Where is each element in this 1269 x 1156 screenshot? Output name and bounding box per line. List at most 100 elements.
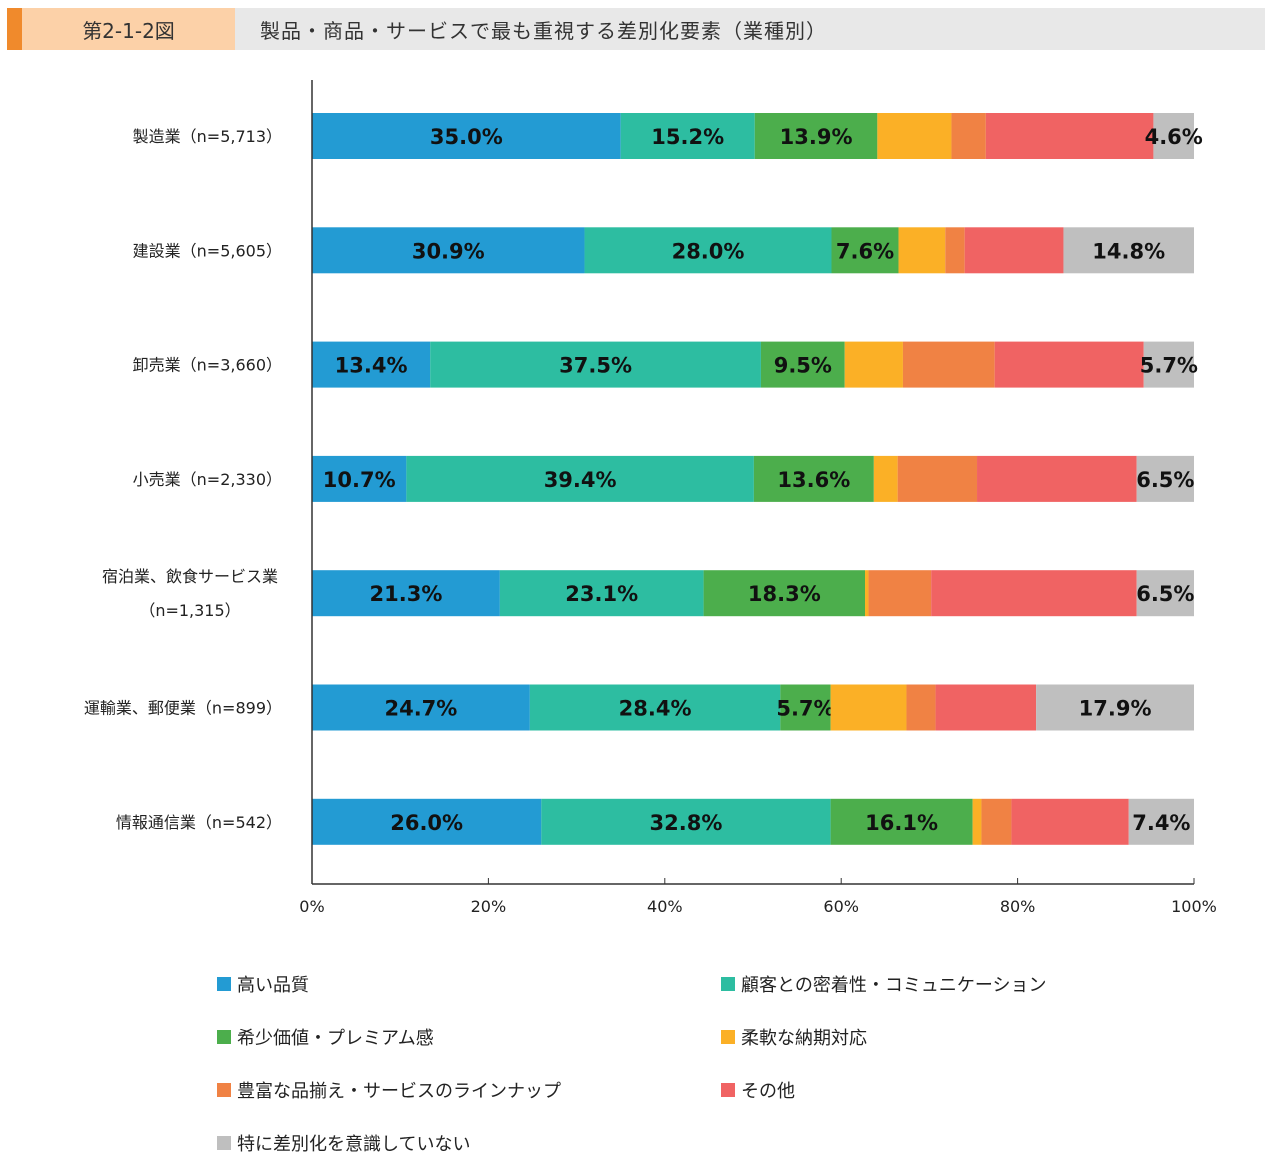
legend-swatch [217, 977, 231, 991]
bar-segment [1036, 684, 1194, 731]
legend-item: 豊富な品揃え・サービスのラインナップ [217, 1078, 721, 1102]
bar-segment [830, 798, 973, 845]
category-label: 建設業（n=5,605） [133, 241, 282, 260]
bar-segment [584, 227, 832, 274]
bar-segment [985, 113, 1154, 159]
bar-segment [780, 684, 831, 731]
bar-segment [312, 455, 407, 502]
data-label: 21.3% [370, 582, 443, 606]
bar-segment [935, 684, 1037, 731]
data-label: 24.7% [384, 697, 457, 721]
bar-segment [703, 570, 866, 617]
bar-segment [994, 341, 1144, 388]
header-accent [7, 8, 22, 50]
bar-segment [312, 227, 585, 274]
bar-segment [760, 341, 845, 388]
x-tick-label: 0% [299, 897, 324, 916]
figure-header: 第2-1-2図 製品・商品・サービスで最も重視する差別化要素（業種別） [7, 8, 1265, 50]
category-label: （n=1,315） [139, 601, 240, 620]
bar-segment [312, 341, 431, 388]
legend-item: 柔軟な納期対応 [721, 1025, 1121, 1049]
bar-segment [951, 113, 986, 159]
bar-segment [541, 798, 831, 845]
data-label: 28.4% [619, 697, 692, 721]
bar-segment [877, 113, 952, 159]
bar-segment [972, 798, 982, 845]
category-label: 卸売業（n=3,660） [133, 356, 282, 375]
data-label: 9.5% [774, 354, 832, 378]
data-label: 7.6% [836, 239, 894, 263]
bar-segment [981, 798, 1012, 845]
legend-swatch [721, 1030, 735, 1044]
legend-label: 豊富な品揃え・サービスのラインナップ [237, 1081, 561, 1102]
legend-swatch [217, 1136, 231, 1150]
bar-segment [831, 227, 899, 274]
data-label: 37.5% [559, 354, 632, 378]
bar-segment [1128, 798, 1194, 845]
legend-item: 高い品質 [217, 972, 721, 996]
legend-label: その他 [741, 1081, 795, 1102]
bar-segment [868, 570, 932, 617]
data-label: 5.7% [776, 697, 834, 721]
bar-segment [865, 570, 869, 617]
legend-label: 希少価値・プレミアム感 [237, 1028, 434, 1049]
bar-segment [1143, 341, 1194, 388]
bar-segment [312, 684, 530, 731]
bar-segment [945, 227, 965, 274]
bar-segment [931, 570, 1137, 617]
x-tick-label: 20% [471, 897, 507, 916]
legend: 高い品質 顧客との密着性・コミュニケーション 希少価値・プレミアム感 柔軟な納期対応豊… [217, 972, 1117, 1155]
data-label: 14.8% [1092, 239, 1165, 263]
chart-title: 製品・商品・サービスで最も重視する差別化要素（業種別） [235, 8, 1265, 50]
data-label: 23.1% [565, 582, 638, 606]
legend-item: 特に差別化を意識していない [217, 1131, 721, 1155]
bar-segment [620, 113, 755, 159]
data-label: 7.4% [1132, 811, 1190, 835]
legend-swatch [721, 1083, 735, 1097]
legend-swatch [217, 1083, 231, 1097]
data-label: 5.7% [1140, 354, 1198, 378]
data-label: 10.7% [323, 468, 396, 492]
bar-segment [1063, 227, 1194, 274]
category-label: 宿泊業、飲食サービス業 [102, 567, 278, 586]
legend-swatch [217, 1030, 231, 1044]
figure-number: 第2-1-2図 [22, 8, 235, 50]
bar-segment [529, 684, 781, 731]
category-label: 製造業（n=5,713） [133, 127, 282, 146]
data-label: 15.2% [651, 125, 724, 149]
bar-segment [1011, 798, 1129, 845]
data-label: 13.9% [780, 125, 853, 149]
bar-segment [844, 341, 903, 388]
data-label: 26.0% [390, 811, 463, 835]
stacked-bar-chart: 35.0% 15.2% 13.9% 4.6% 製造業（n=5,713） 30.9% 28.0… [84, 80, 1217, 916]
x-tick-label: 40% [647, 897, 683, 916]
bar-segment [430, 341, 761, 388]
bar-segment [499, 570, 704, 617]
bar-segment [1153, 113, 1194, 159]
data-label: 4.6% [1145, 125, 1203, 149]
data-label: 39.4% [544, 468, 617, 492]
data-label: 16.1% [865, 811, 938, 835]
bar-segment [902, 341, 995, 388]
bar-segment [754, 113, 878, 159]
category-label: 運輸業、郵便業（n=899） [84, 699, 282, 718]
bar-segment [753, 455, 874, 502]
bar-segment [977, 455, 1137, 502]
category-label: 情報通信業（n=542） [116, 813, 282, 832]
bar-segment [312, 570, 500, 617]
legend-label: 特に差別化を意識していない [237, 1134, 471, 1155]
data-label: 13.6% [777, 468, 850, 492]
legend-label: 柔軟な納期対応 [741, 1028, 867, 1049]
bar-segment [873, 455, 898, 502]
x-tick-label: 100% [1171, 897, 1217, 916]
data-label: 6.5% [1136, 582, 1194, 606]
data-label: 32.8% [650, 811, 723, 835]
bar-segment [897, 455, 978, 502]
legend-swatch [721, 977, 735, 991]
data-label: 13.4% [335, 354, 408, 378]
data-label: 18.3% [748, 582, 821, 606]
x-tick-label: 60% [823, 897, 859, 916]
bar-segment [312, 798, 542, 845]
data-label: 6.5% [1136, 468, 1194, 492]
category-label: 小売業（n=2,330） [133, 470, 282, 489]
